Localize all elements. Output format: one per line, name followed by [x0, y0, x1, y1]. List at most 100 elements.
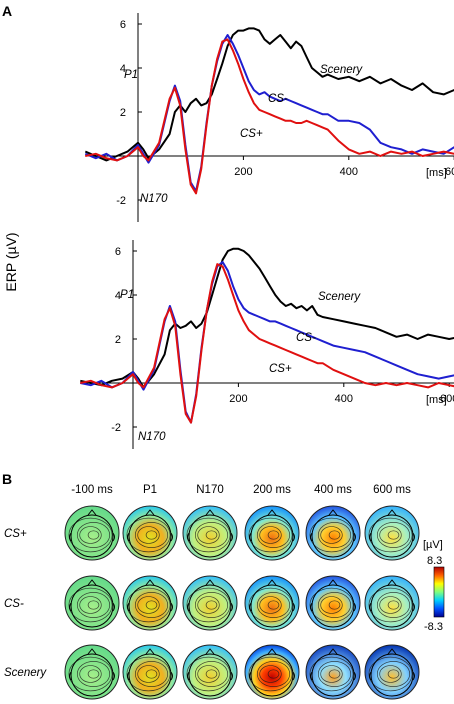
right-ear-icon: [112, 532, 115, 542]
x-tick-label: 200: [234, 166, 252, 178]
topo-map: [64, 644, 120, 700]
right-ear-icon: [412, 671, 415, 681]
topo-map: [364, 505, 420, 561]
series-line-csplus: [80, 263, 454, 424]
right-ear-icon: [292, 671, 295, 681]
left-ear-icon: [187, 671, 190, 681]
contour-line: [87, 600, 100, 610]
head-outline: [250, 514, 294, 558]
nose-icon: [387, 579, 397, 586]
nose-icon: [145, 648, 155, 655]
contour-line: [194, 661, 229, 687]
contour-line: [248, 587, 293, 623]
left-ear-icon: [249, 671, 252, 681]
left-ear-icon: [249, 532, 252, 542]
right-ear-icon: [230, 532, 233, 542]
nose-icon: [205, 648, 215, 655]
left-ear-icon: [127, 671, 130, 681]
topo-column-label: N170: [196, 484, 224, 496]
erp-plot-bottom: -2 2 4 6 200 400 600[ms] Scenery CS- CS+ P1 N170: [80, 240, 454, 449]
nose-icon: [328, 648, 338, 655]
contour-line: [328, 600, 341, 610]
contour-line: [205, 669, 218, 679]
topo-row-label: CS-: [4, 598, 24, 610]
contour-line: [387, 600, 400, 610]
colorbar: [433, 566, 445, 618]
head-outline: [188, 653, 232, 697]
colorbar-min-label: -8.3: [424, 621, 443, 633]
topo-column-label: 600 ms: [373, 484, 411, 496]
contour-line: [379, 526, 402, 544]
head-outline: [311, 514, 355, 558]
left-ear-icon: [369, 532, 372, 542]
topo-map: [244, 575, 300, 631]
contour-line: [68, 587, 113, 623]
x-unit-label: [ms]: [426, 167, 447, 179]
nose-icon: [267, 648, 277, 655]
contour-line: [145, 530, 158, 540]
contour-line: [309, 517, 354, 553]
contour-line: [134, 522, 169, 548]
contour-line: [387, 530, 400, 540]
right-ear-icon: [412, 602, 415, 612]
head-outline: [70, 514, 114, 558]
contour-line: [368, 656, 413, 692]
contour-line: [68, 517, 113, 553]
contour-line: [126, 517, 171, 553]
series-line-csplus: [85, 38, 454, 195]
component-label: P1: [120, 289, 134, 301]
head-outline: [128, 653, 172, 697]
series-label: Scenery: [318, 291, 361, 303]
y-axis-label: ERP (µV): [3, 232, 19, 291]
component-label: P1: [124, 69, 138, 81]
right-ear-icon: [412, 532, 415, 542]
contour-line: [194, 592, 229, 618]
contour-line: [205, 600, 218, 610]
left-ear-icon: [127, 602, 130, 612]
contour-line: [379, 596, 402, 614]
left-ear-icon: [310, 532, 313, 542]
topo-map: [182, 575, 238, 631]
topo-map: [244, 644, 300, 700]
right-ear-icon: [230, 602, 233, 612]
contour-line: [259, 596, 282, 614]
component-label: N170: [138, 431, 166, 443]
topo-map: [364, 575, 420, 631]
left-ear-icon: [69, 532, 72, 542]
contour-line: [376, 661, 411, 687]
head-outline: [188, 584, 232, 628]
left-ear-icon: [310, 602, 313, 612]
contour-line: [126, 587, 171, 623]
nose-icon: [328, 579, 338, 586]
x-tick-label: 400: [335, 393, 353, 405]
contour-line: [186, 517, 231, 553]
contour-line: [137, 526, 160, 544]
contour-line: [328, 530, 341, 540]
head-outline: [70, 653, 114, 697]
nose-icon: [87, 579, 97, 586]
right-ear-icon: [112, 602, 115, 612]
nose-icon: [267, 579, 277, 586]
right-ear-icon: [170, 602, 173, 612]
series-line-scenery: [80, 247, 454, 389]
right-ear-icon: [292, 532, 295, 542]
head-outline: [311, 653, 355, 697]
contour-line: [368, 517, 413, 553]
contour-line: [267, 669, 280, 679]
contour-line: [368, 587, 413, 623]
contour-line: [68, 656, 113, 692]
contour-line: [137, 665, 160, 683]
series-label: CS-: [296, 332, 316, 344]
contour-line: [256, 661, 291, 687]
x-unit-label: [ms]: [426, 394, 447, 406]
head-outline: [311, 584, 355, 628]
contour-line: [317, 592, 352, 618]
series-label: CS+: [269, 363, 292, 375]
head-outline: [250, 584, 294, 628]
topo-map: [244, 505, 300, 561]
left-ear-icon: [69, 671, 72, 681]
left-ear-icon: [187, 532, 190, 542]
contour-line: [387, 669, 400, 679]
head-outline: [370, 514, 414, 558]
